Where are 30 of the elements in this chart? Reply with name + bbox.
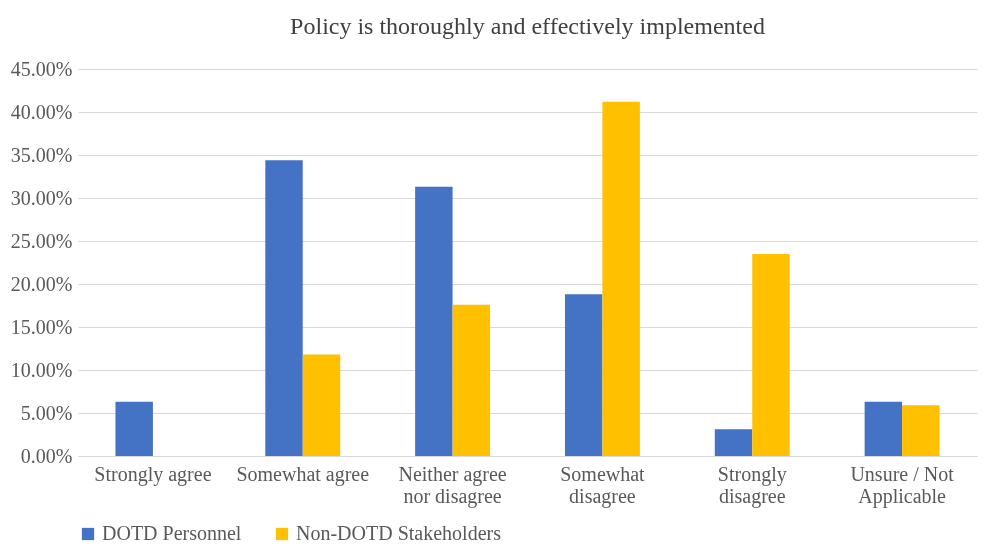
x-tick-label: Somewhat disagree: [560, 462, 646, 508]
x-tick-label: Unsure / Not Applicable: [850, 462, 955, 508]
bar: [415, 186, 453, 456]
x-tick-label: Strongly agree: [94, 462, 212, 486]
x-tick-label: Strongly disagree: [717, 462, 787, 508]
legend-label: DOTD Personnel: [102, 522, 242, 544]
bar: [714, 429, 753, 456]
bar: [902, 405, 940, 456]
bar: [115, 401, 153, 456]
y-tick-label: 30.00%: [10, 186, 73, 209]
bar: [864, 401, 903, 456]
y-tick-label: 0.00%: [20, 444, 73, 467]
y-tick-label: 20.00%: [10, 272, 73, 295]
bar: [452, 304, 491, 456]
y-tick-label: 15.00%: [10, 315, 73, 338]
bar: [302, 354, 341, 456]
y-tick-label: 25.00%: [10, 229, 73, 252]
bar: [752, 253, 790, 456]
x-tick-label: Neither agree nor disagree: [398, 462, 507, 508]
legend-label: Non-DOTD Stakeholders: [296, 522, 502, 544]
chart-title: Policy is thoroughly and effectively implemented: [290, 13, 765, 39]
y-tick-label: 45.00%: [10, 57, 73, 80]
bar: [265, 160, 303, 456]
y-tick-label: 10.00%: [10, 358, 73, 381]
y-tick-label: 5.00%: [20, 401, 73, 424]
y-tick-label: 40.00%: [10, 100, 73, 123]
x-tick-label: Somewhat agree: [236, 462, 370, 486]
bar: [602, 101, 640, 456]
y-tick-label: 35.00%: [10, 143, 73, 166]
bar: [564, 294, 603, 456]
